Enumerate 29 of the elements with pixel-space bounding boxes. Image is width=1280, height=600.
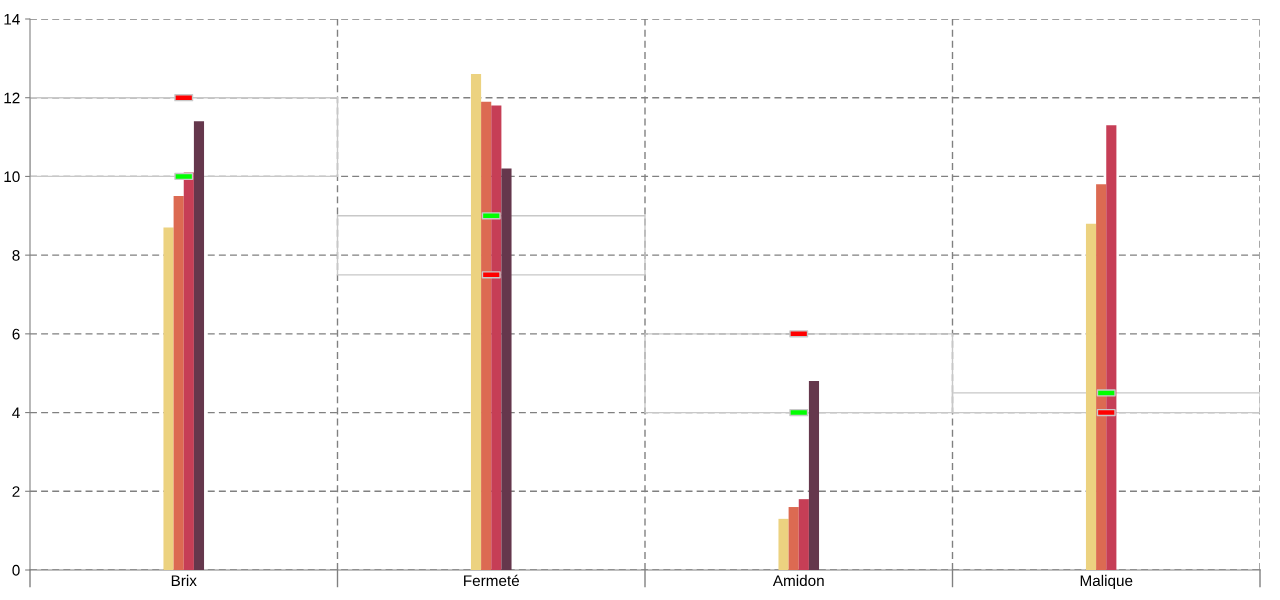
bar [798, 499, 809, 570]
bar [1085, 223, 1097, 570]
x-tick-label: Malique [1080, 574, 1133, 590]
y-tick-label: 12 [4, 92, 20, 104]
bar [481, 101, 492, 570]
bar [183, 172, 194, 570]
bar [336, 215, 646, 276]
y-tick-label: 14 [4, 14, 20, 25]
x-tick-label: Brix [171, 574, 197, 586]
y-tick-label: 0 [12, 564, 20, 576]
y-tick-label: 10 [4, 171, 20, 183]
bar [808, 381, 820, 570]
bar [1106, 125, 1117, 570]
y-tick-label: 8 [12, 250, 20, 261]
bar [778, 518, 789, 570]
bar [193, 121, 205, 570]
y-tick-label: 6 [12, 328, 20, 340]
bar [788, 507, 799, 570]
bar [30, 97, 339, 178]
bar [501, 168, 512, 570]
y-tick-label: 4 [12, 407, 20, 419]
bar [470, 74, 482, 570]
bar [173, 196, 184, 570]
x-tick-label: Fermeté [464, 574, 520, 587]
y-tick-label: 2 [12, 486, 20, 497]
x-tick-label: Amidon [772, 574, 824, 587]
bar [491, 105, 502, 570]
bar [1096, 184, 1107, 570]
bar [163, 227, 174, 570]
